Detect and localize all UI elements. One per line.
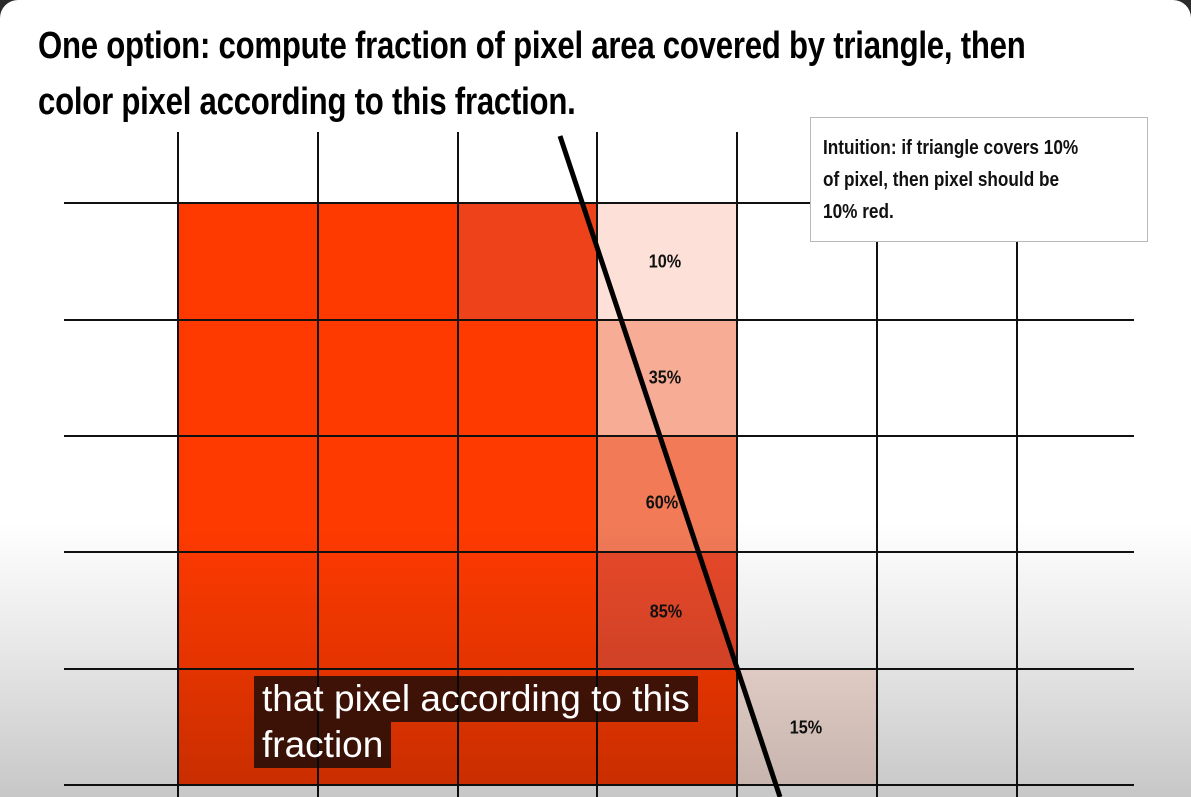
pixel-full [178,436,318,552]
pixel-full [458,320,597,436]
pixel-coverage-10 [597,203,737,320]
pixel-full [178,552,318,669]
pixel-full [318,552,458,669]
frame-corner-left [0,0,18,18]
pixel-full [318,436,458,552]
slide-title-line-2: color pixel according to this fraction. [38,81,576,123]
triangle-edge-line [557,135,783,797]
caption-line-2: fraction [254,722,392,768]
pixel-coverage-15 [737,669,877,785]
slide-title: One option: compute fraction of pixel ar… [38,18,1026,130]
caption-line-1: that pixel according to this [254,676,698,722]
callout-line-3: 10% red. [823,201,894,223]
caption-window: that pixel according to this fraction [254,676,698,768]
pixel-full [318,203,458,320]
intuition-callout: Intuition: if triangle covers 10% of pix… [810,117,1148,242]
coverage-label-60: 60% [645,492,679,513]
pixel-full [458,436,597,552]
pixel-full [318,320,458,436]
coverage-label-10: 10% [648,251,682,272]
slide-title-line-1: One option: compute fraction of pixel ar… [38,25,1026,67]
coverage-label-85: 85% [649,601,683,622]
covered-pixels [178,203,737,785]
callout-line-1: Intuition: if triangle covers 10% [823,137,1079,159]
pixel-full [597,552,737,669]
pixel-full [178,320,318,436]
pixel-full [178,203,318,320]
coverage-label-35: 35% [648,367,682,388]
partial-pixels [597,203,877,785]
pixel-full [458,203,597,320]
pixel-full [458,552,597,669]
coverage-label-15: 15% [789,717,823,738]
pixel-coverage-35 [597,320,737,436]
callout-line-2: of pixel, then pixel should be [823,169,1060,191]
frame-corner-right [1173,0,1191,18]
